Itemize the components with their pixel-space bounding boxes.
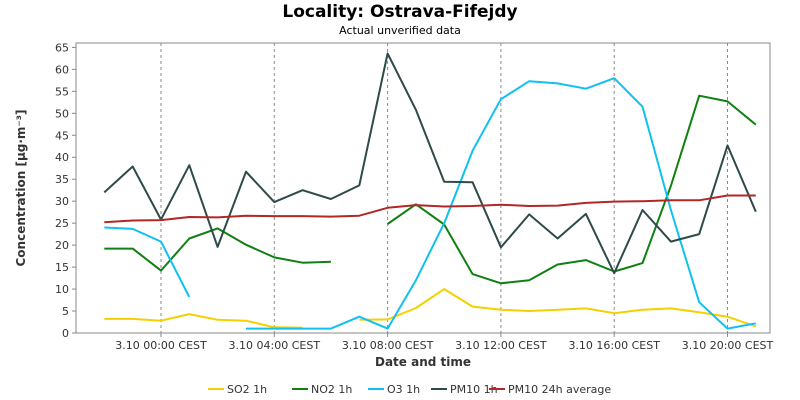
series-line-segment [387,94,757,285]
x-tick-label: 3.10 16:00 CEST [568,339,660,352]
y-tick-label: 50 [55,107,69,120]
chart-subtitle: Actual unverified data [339,24,461,37]
grid-lines [160,43,729,333]
legend-label: NO2 1h [311,383,352,396]
x-tick-label: 3.10 00:00 CEST [115,339,207,352]
legend-label: PM10 24h average [508,383,611,396]
axes: 0 5 10 15 20 25 30 35 40 45 50 55 60 65 3.10 00:00 CES… [55,41,774,352]
y-tick-label: 35 [55,173,69,186]
y-tick-label: 15 [55,261,69,274]
y-tick-label: 0 [62,327,69,340]
series-no2-1h [104,94,757,285]
legend-item: PM10 1h [431,383,498,396]
plot-area [75,42,771,334]
series-line-segment [103,52,757,275]
legend-label: SO2 1h [227,383,267,396]
chart-title: Locality: Ostrava-Fifejdy [282,2,518,22]
legend-item: O3 1h [368,383,420,396]
y-tick-label: 45 [55,129,69,142]
legend-label: O3 1h [387,383,420,396]
y-tick-label: 25 [55,217,69,230]
y-tick-label: 5 [62,305,69,318]
y-tick-label: 40 [55,151,69,164]
legend-item: SO2 1h [208,383,267,396]
x-tick-label: 3.10 08:00 CEST [342,339,434,352]
series-so2-1h [104,288,757,329]
series-line-segment [104,226,191,298]
y-tick-label: 30 [55,195,69,208]
y-axis-title: Concentration [µg·m⁻³] [14,110,28,267]
y-tick-label: 60 [55,63,69,76]
series-pm10-24h-average [104,194,756,224]
series-line-segment [104,194,756,224]
y-tick-label: 20 [55,239,69,252]
legend-item: NO2 1h [292,383,352,396]
series-lines [103,52,757,330]
series-line-segment [104,313,303,329]
series-line-segment [246,77,756,330]
x-tick-label: 3.10 12:00 CEST [455,339,547,352]
y-tick-label: 65 [55,41,69,54]
legend-label: PM10 1h [450,383,498,396]
legend-item: PM10 24h average [489,383,611,396]
series-o3-1h [104,77,756,330]
series-pm10-1h [103,52,757,275]
legend: SO2 1h NO2 1h O3 1h PM10 1h PM10 24h average [208,383,611,396]
x-axis-title: Date and time [375,355,471,369]
series-line-segment [104,227,331,272]
y-tick-label: 55 [55,85,69,98]
x-tick-label: 3.10 20:00 CEST [682,339,774,352]
y-tick-label: 10 [55,283,69,296]
x-tick-label: 3.10 04:00 CEST [229,339,321,352]
series-line-segment [359,288,757,328]
